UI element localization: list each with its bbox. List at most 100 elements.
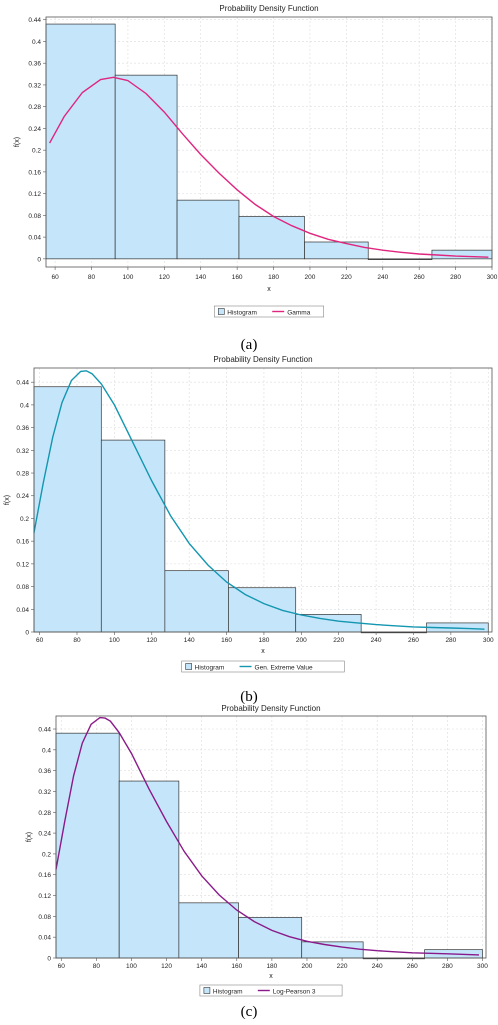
legend-label-histogram: Histogram (195, 665, 225, 672)
plot-frame (45, 16, 493, 268)
y-tick-label: 0.44 (38, 727, 51, 734)
x-tick-label: 100 (109, 637, 120, 644)
y-tick-label: 0.04 (16, 607, 29, 614)
y-axis-label: f(x) (26, 832, 33, 842)
x-tick-label: 300 (477, 963, 488, 970)
caption-a: (a) (240, 337, 258, 353)
x-axis-label: x (261, 648, 265, 655)
y-tick-label: 0.04 (38, 935, 51, 942)
histogram-bar (295, 614, 362, 633)
y-tick-label: 0.2 (42, 851, 51, 858)
x-tick-label: 240 (372, 963, 383, 970)
y-tick-label: 0.28 (38, 810, 51, 817)
y-tick-label: 0.4 (20, 402, 29, 409)
histogram-bar (304, 241, 369, 260)
x-tick-label: 180 (266, 963, 277, 970)
histogram-bar (164, 570, 229, 633)
y-tick-label: 0.12 (16, 561, 29, 568)
x-tick-label: 160 (221, 637, 232, 644)
x-tick-label: 160 (232, 274, 243, 281)
x-tick-label: 60 (58, 963, 66, 970)
y-tick-label: 0.4 (32, 39, 41, 46)
x-tick-label: 220 (337, 963, 348, 970)
y-tick-label: 0.04 (28, 235, 41, 242)
legend-label-curve: Gamma (287, 310, 311, 317)
y-tick-label: 0.32 (38, 789, 51, 796)
legend-label-histogram: Histogram (213, 989, 243, 996)
y-tick-label: 0.28 (28, 104, 41, 111)
caption-b: (b) (240, 689, 258, 705)
x-tick-label: 260 (407, 963, 418, 970)
x-tick-label: 220 (333, 637, 344, 644)
y-tick-label: 0.44 (16, 380, 29, 387)
figure-panel-c: Probability Density Function 0 0.04 0.08 0.1… (0, 702, 498, 1020)
x-tick-label: 300 (487, 274, 498, 281)
y-tick-label: 0.16 (38, 872, 51, 879)
y-tick-label: 0.36 (28, 61, 41, 68)
histogram-bar (367, 258, 433, 260)
x-tick-label: 120 (161, 963, 172, 970)
y-tick-label: 0.32 (16, 448, 29, 455)
histogram-bar (33, 386, 102, 633)
figure-panel-a: Probability Density Function 0 0.04 0.08 0.1… (0, 0, 498, 353)
histogram-bar (114, 74, 178, 260)
y-tick-label: 0.12 (28, 191, 41, 198)
histogram-bar (55, 732, 120, 959)
y-tick-label: 0.08 (16, 584, 29, 591)
x-tick-label: 200 (305, 274, 316, 281)
legend-swatch-histogram (185, 663, 192, 670)
y-tick-label: 0.24 (38, 831, 51, 838)
legend-label-curve: Gen. Extreme Value (255, 665, 313, 672)
density-curve (33, 370, 485, 630)
x-tick-label: 140 (184, 637, 195, 644)
histogram-bar (178, 902, 239, 959)
x-tick-label: 260 (408, 637, 419, 644)
figure-panel-b: Probability Density Function 0 0.04 0.08 0.1… (0, 350, 498, 705)
y-tick-label: 0.2 (32, 148, 41, 155)
histogram-bar (238, 216, 305, 260)
y-tick-label: 0.16 (28, 169, 41, 176)
y-tick-label: 0.12 (38, 893, 51, 900)
x-tick-label: 100 (122, 274, 133, 281)
histogram-bar (45, 23, 116, 260)
y-tick-label: 0.2 (20, 516, 29, 523)
chart-gamma: Probability Density Function 0 0.04 0.08 0.1… (14, 4, 498, 318)
x-tick-label: 160 (231, 963, 242, 970)
histogram-bar (228, 587, 297, 633)
caption-c: (c) (240, 1004, 258, 1020)
y-tick-label: 0.4 (42, 747, 51, 754)
x-tick-label: 140 (195, 274, 206, 281)
y-tick-label: 0.24 (28, 126, 41, 133)
y-tick-label: 0 (47, 956, 51, 963)
x-tick-label: 180 (268, 274, 279, 281)
chart-title: Probability Density Function (213, 355, 312, 364)
plot-frame (33, 367, 493, 633)
y-tick-label: 0 (37, 256, 41, 263)
legend-label-curve: Log-Pearson 3 (273, 989, 316, 996)
x-tick-label: 80 (93, 963, 101, 970)
y-tick-label: 0.24 (16, 493, 29, 500)
histogram-bar (301, 941, 364, 959)
chart-log-pearson: Probability Density Function 0 0.04 0.08 0.1… (26, 704, 488, 997)
y-tick-label: 0.16 (16, 539, 29, 546)
histogram-bar (176, 199, 240, 260)
x-tick-label: 140 (196, 963, 207, 970)
chart-title: Probability Density Function (219, 4, 318, 13)
x-tick-label: 120 (159, 274, 170, 281)
density-curve (55, 716, 480, 956)
chart-title: Probability Density Function (221, 704, 320, 713)
y-tick-label: 0.36 (38, 768, 51, 775)
histogram-bar (118, 780, 180, 959)
x-tick-label: 260 (414, 274, 425, 281)
legend-swatch-histogram (203, 987, 211, 994)
x-axis-label: x (267, 286, 271, 293)
y-axis-label: f(x) (4, 495, 11, 505)
y-tick-label: 0.36 (16, 425, 29, 432)
density-curve (48, 76, 489, 258)
y-axis-label: f(x) (14, 137, 21, 147)
x-axis-label: x (269, 973, 273, 980)
x-tick-label: 300 (483, 637, 494, 644)
x-tick-label: 280 (445, 637, 456, 644)
x-tick-label: 200 (302, 963, 313, 970)
plot-frame (55, 715, 487, 959)
